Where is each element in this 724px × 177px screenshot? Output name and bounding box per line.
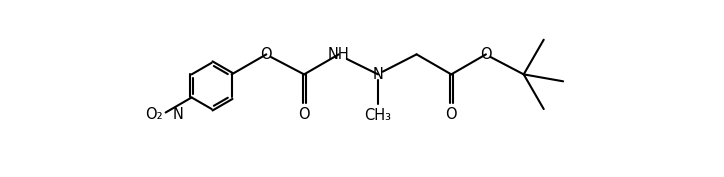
Text: O: O	[445, 107, 457, 122]
Text: O: O	[298, 107, 310, 122]
Text: CH₃: CH₃	[365, 108, 392, 123]
Text: N: N	[172, 107, 183, 122]
Text: O: O	[480, 47, 492, 62]
Text: N: N	[373, 67, 384, 82]
Text: O₂: O₂	[145, 107, 163, 122]
Text: O: O	[261, 47, 272, 62]
Text: NH: NH	[328, 47, 350, 62]
